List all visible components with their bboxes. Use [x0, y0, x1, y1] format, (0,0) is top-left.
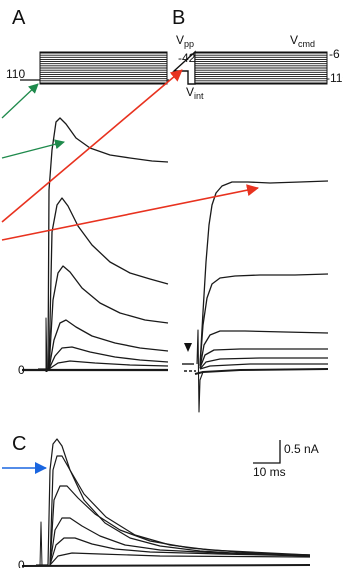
panel-a-trace-5	[48, 346, 169, 370]
scale-bar-current-label: 0.5 nA	[284, 442, 319, 456]
panel-a-capacitive-transient	[45, 317, 48, 373]
panel-b-trace-2	[199, 273, 329, 367]
panel-b-vcmd-bottom: -110	[326, 71, 343, 85]
panel-a-protocol	[20, 51, 169, 85]
panel-b-trace-7	[194, 368, 329, 375]
panel-b-vcmd-top: -6	[329, 47, 340, 61]
green-arrow-protocol-icon	[1, 83, 39, 119]
scale-bar: 0.5 nA 10 ms	[253, 440, 319, 479]
panel-b-trace-6	[199, 363, 328, 370]
panel-c-trace-3	[49, 485, 311, 566]
panel-b-trace-1	[199, 180, 329, 366]
panel-a-zero-label: 0	[18, 363, 25, 377]
panel-a-trace-6	[48, 360, 169, 370]
panel-a-label: A	[12, 7, 26, 29]
panel-b-traces	[182, 180, 329, 413]
panel-a-holding-label: 110	[6, 67, 25, 81]
panel-c-label: C	[12, 433, 26, 455]
panel-c-trace-6	[49, 552, 311, 566]
green-arrow-peak-icon	[1, 139, 65, 159]
panel-b-vcmd-label: Vcmd	[290, 33, 315, 49]
red-arrow-prepulse-icon	[1, 69, 183, 223]
panel-a-trace-1	[38, 117, 169, 370]
panel-b-trace-5	[199, 357, 328, 370]
red-arrow-current-icon	[1, 184, 259, 241]
panel-b-trace-3	[199, 330, 329, 369]
panel-a-trace-3	[48, 265, 169, 370]
panel-b-vpp-label: Vpp	[176, 33, 194, 49]
panel-c-capacitive-transient	[39, 521, 43, 567]
panel-b-protocol	[172, 50, 328, 85]
panel-a-traces	[22, 117, 169, 373]
scale-bar-time-label: 10 ms	[253, 465, 286, 479]
panel-b-arrowhead-icon	[184, 343, 192, 352]
panel-c-zero-label: 0	[18, 558, 25, 568]
panel-b-label: B	[172, 7, 185, 29]
panel-c-trace-4	[49, 517, 311, 566]
panel-c-trace-1	[36, 438, 311, 566]
panel-a-trace-2	[48, 197, 169, 370]
panel-b-vpp-value: -42	[178, 51, 196, 65]
panel-b-trace-4	[199, 348, 328, 369]
panel-c-baseline	[21, 564, 311, 567]
panel-b-transient	[196, 329, 204, 413]
panel-b-vint-label: Vint	[186, 85, 204, 101]
panel-c-trace-5	[49, 537, 311, 566]
panel-c-traces	[21, 438, 311, 567]
panel-a-trace-4	[48, 319, 169, 370]
